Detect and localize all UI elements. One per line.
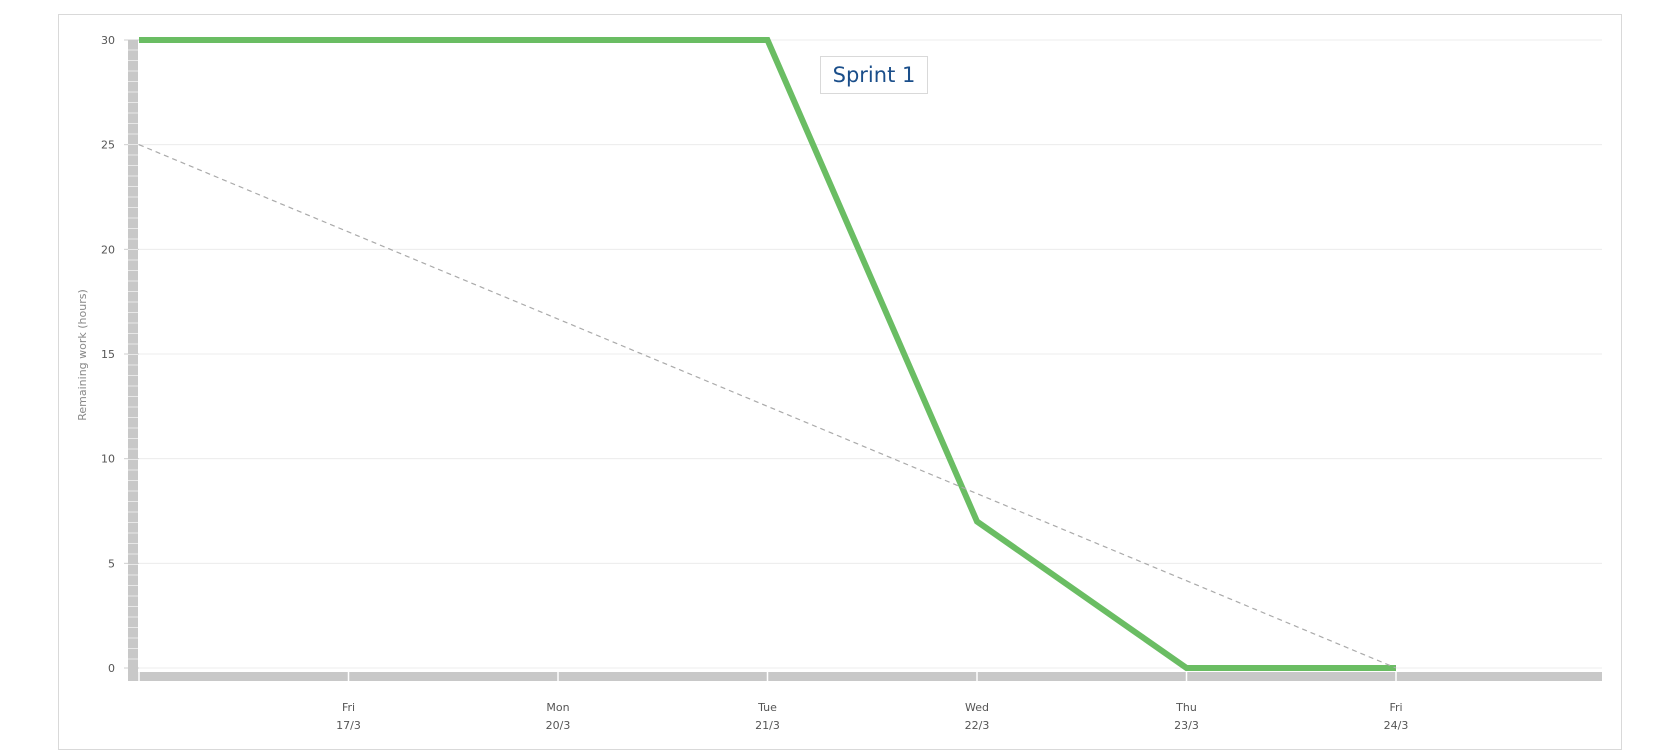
y-axis-line [128,40,138,678]
y-tick-label: 0 [108,662,115,675]
y-tick-label: 25 [101,139,115,152]
x-tick-label-date: 22/3 [965,719,990,732]
sprint-label: Sprint 1 [820,56,928,94]
y-tick-label: 5 [108,557,115,570]
x-tick-label-date: 20/3 [546,719,571,732]
x-tick-label-date: 21/3 [755,719,780,732]
x-tick-label-date: 17/3 [336,719,361,732]
x-tick-label-date: 24/3 [1384,719,1409,732]
y-tick-label: 20 [101,243,115,256]
x-tick-labels: Fri 17/3 Mon 20/3 Tue 21/3 Wed 22/3 Thu 23/3 Fri 24… [336,701,1408,732]
actual-line [139,37,1396,671]
series-lines [138,37,1397,671]
x-tick-label-day: Mon [546,701,569,714]
x-tick-label-day: Tue [757,701,777,714]
x-axis-line [128,672,1602,681]
y-tick-labels: 0 5 10 15 20 25 30 [101,34,115,675]
ideal-line [138,144,1397,669]
gridlines [124,39,1602,669]
x-tick-label-day: Fri [342,701,355,714]
chart-frame [58,14,1622,750]
y-tick-label: 10 [101,453,115,466]
x-tick-label-day: Thu [1175,701,1197,714]
x-tick-label-day: Wed [965,701,989,714]
x-tick-label-day: Fri [1389,701,1402,714]
y-tick-label: 30 [101,34,115,47]
x-tick-label-date: 23/3 [1174,719,1199,732]
axes [128,40,1602,681]
y-axis-title: Remaining work (hours) [76,289,89,421]
y-tick-label: 15 [101,348,115,361]
